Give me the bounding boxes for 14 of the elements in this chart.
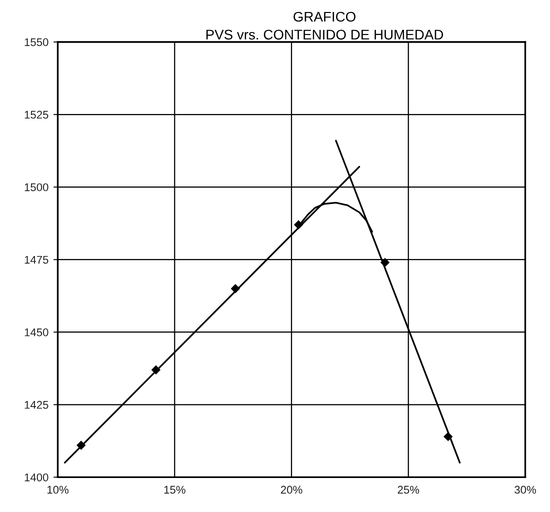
y-tick-label: 1550 xyxy=(24,38,48,46)
x-tick-label: 20% xyxy=(280,486,302,494)
y-tick-label: 1400 xyxy=(24,473,48,482)
y-tick-label: 1525 xyxy=(24,110,48,119)
y-tick-label: 1450 xyxy=(24,328,48,336)
x-tick-label: 15% xyxy=(164,486,186,494)
chart-subtitle: PVS vrs. CONTENIDO DE HUMEDAD xyxy=(206,30,444,40)
x-tick-label: 25% xyxy=(398,486,420,494)
chart-title: GRAFICO xyxy=(294,12,356,22)
y-tick-label: 1425 xyxy=(24,400,48,409)
y-tick-label: 1475 xyxy=(24,256,48,264)
x-tick-label: 10% xyxy=(47,486,68,494)
x-tick-label: 30% xyxy=(514,486,536,494)
y-tick-label: 1500 xyxy=(24,183,48,192)
